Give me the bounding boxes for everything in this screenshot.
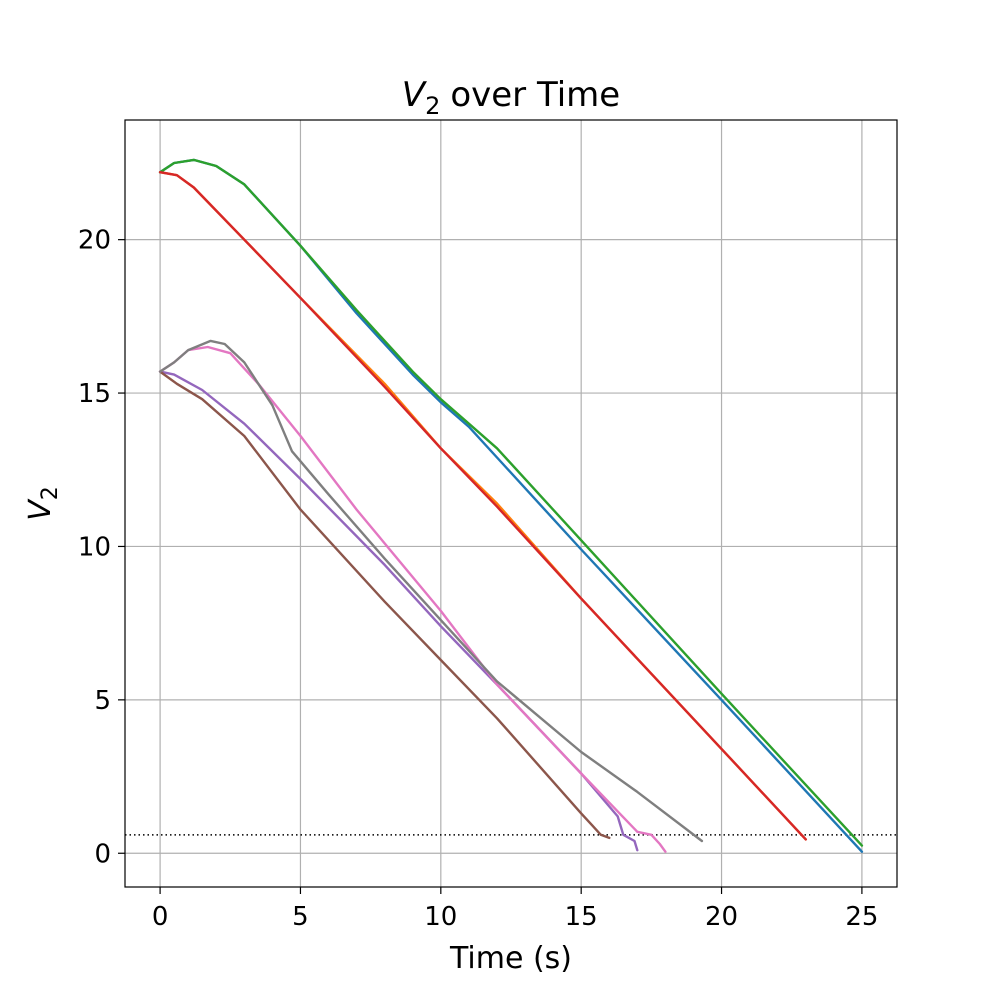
x-tick-label: 5 [292, 902, 309, 932]
x-axis-label: Time (s) [449, 941, 572, 976]
y-axis-subscript: 2 [38, 486, 63, 500]
y-tick-label: 10 [78, 532, 111, 562]
title-text: over Time [450, 75, 620, 115]
x-tick-label: 20 [705, 902, 738, 932]
x-tick-label: 0 [152, 902, 169, 932]
x-tick-label: 10 [424, 902, 457, 932]
y-axis-label: V2 [23, 486, 63, 521]
y-tick-label: 20 [78, 226, 111, 256]
series-line-6 [158, 370, 611, 840]
series-layer [158, 158, 864, 853]
x-tick-label: 25 [845, 902, 878, 932]
series-line-5 [158, 370, 639, 852]
tick-labels: 0 5 10 15 20 25 0 5 10 15 20 [78, 226, 879, 932]
ticks [118, 239, 863, 894]
series-line-7 [158, 345, 667, 853]
y-tick-label: 5 [94, 686, 111, 716]
plot-frame [124, 119, 898, 888]
series-line-8 [158, 339, 704, 843]
title-subscript: 2 [425, 92, 440, 120]
y-axis-symbol: V [23, 498, 58, 521]
series-line-3 [158, 158, 864, 847]
series-line-1 [158, 158, 864, 853]
y-tick-label: 15 [78, 379, 111, 409]
y-tick-label: 0 [94, 839, 111, 869]
series-line-4 [158, 171, 807, 841]
x-tick-label: 15 [565, 902, 598, 932]
title-symbol: V [402, 75, 428, 115]
chart-title: V2 over Time [402, 75, 620, 120]
series-line-2 [158, 171, 807, 841]
grid [125, 120, 897, 887]
